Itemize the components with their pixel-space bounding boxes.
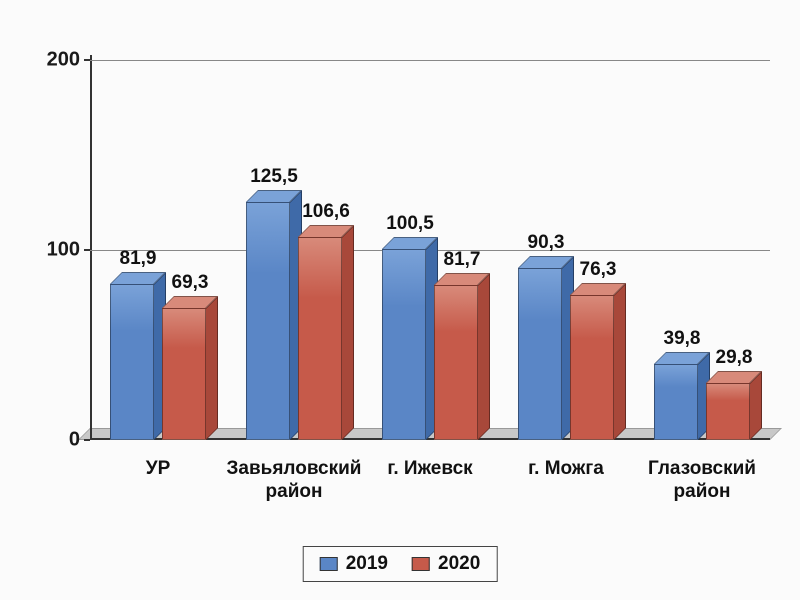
bar-value-label: 69,3 — [160, 272, 220, 294]
y-tick — [84, 249, 90, 251]
bar-value-label: 81,9 — [108, 248, 168, 270]
x-axis-labels: УРЗавьяловскийрайонг. Ижевскг. МожгаГлаз… — [90, 458, 770, 518]
x-axis-label: Завьяловскийрайон — [226, 458, 362, 504]
bar: 90,3 — [518, 268, 562, 440]
y-tick-label: 0 — [69, 429, 80, 452]
bar: 69,3 — [162, 308, 206, 440]
x-axis-label: г. Можга — [498, 458, 634, 481]
y-tick-label: 200 — [47, 49, 80, 72]
bar: 125,5 — [246, 202, 290, 440]
legend-swatch-2019 — [320, 557, 338, 571]
y-axis — [90, 55, 92, 440]
legend-item-2019: 2019 — [320, 553, 388, 575]
bar-value-label: 29,8 — [704, 347, 764, 369]
x-axis-label: УР — [90, 458, 226, 481]
legend-swatch-2020 — [412, 557, 430, 571]
bar-value-label: 106,6 — [296, 201, 356, 223]
bar: 76,3 — [570, 295, 614, 440]
y-tick — [84, 439, 90, 441]
gridline — [90, 60, 770, 61]
bar: 106,6 — [298, 237, 342, 440]
y-tick-label: 100 — [47, 239, 80, 262]
x-axis-label: г. Ижевск — [362, 458, 498, 481]
legend-label: 2019 — [346, 553, 388, 575]
bar-value-label: 90,3 — [516, 232, 576, 254]
bar: 29,8 — [706, 383, 750, 440]
chart-plot-area: 0100200 81,969,3125,5106,6100,581,790,37… — [90, 60, 770, 440]
legend-label: 2020 — [438, 553, 480, 575]
y-tick — [84, 59, 90, 61]
bar: 81,7 — [434, 285, 478, 440]
bar: 39,8 — [654, 364, 698, 440]
bar-value-label: 76,3 — [568, 259, 628, 281]
bar: 81,9 — [110, 284, 154, 440]
bar-value-label: 125,5 — [244, 166, 304, 188]
x-axis-label: Глазовскийрайон — [634, 458, 770, 504]
legend: 2019 2020 — [303, 546, 498, 582]
bar-value-label: 39,8 — [652, 328, 712, 350]
legend-item-2020: 2020 — [412, 553, 480, 575]
bar: 100,5 — [382, 249, 426, 440]
bar-value-label: 100,5 — [380, 213, 440, 235]
bar-value-label: 81,7 — [432, 249, 492, 271]
